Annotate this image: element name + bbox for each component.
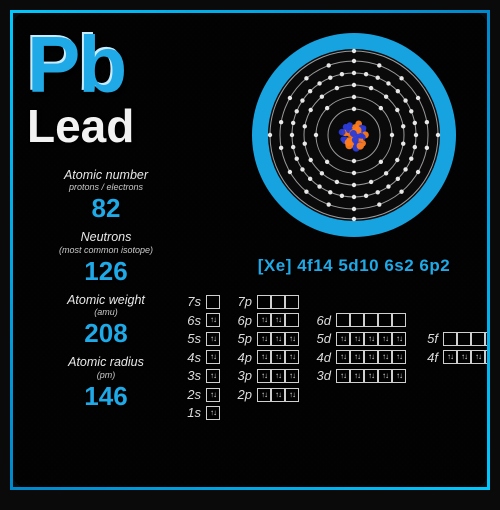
- orbital-label: 4f: [420, 349, 438, 367]
- properties-list: Atomic numberprotons / electrons82 Neutro…: [31, 168, 181, 418]
- property-sublabel: (pm): [31, 370, 181, 380]
- orbital-label: 6p: [234, 312, 252, 330]
- orbital-boxes: ↑↓: [206, 350, 220, 364]
- orbital-label: 3s: [183, 367, 201, 385]
- orbital-label: 7p: [234, 293, 252, 311]
- property-item: Atomic weight(amu)208: [31, 293, 181, 349]
- orbital-label: 2s: [183, 386, 201, 404]
- element-name: Lead: [27, 99, 237, 153]
- orbital-boxes: ↑↓: [206, 332, 220, 346]
- orbital-boxes: ↑↓: [206, 406, 220, 420]
- orbital-label: 7s: [183, 293, 201, 311]
- property-label: Atomic weight: [31, 293, 181, 307]
- orbital-boxes: ↑↓↑↓↑↓: [257, 388, 299, 402]
- orbital-boxes: ↑↓↑↓↑↓↑↓↑↓: [336, 332, 406, 346]
- atom-diagram: [244, 25, 464, 245]
- property-value: 208: [31, 318, 181, 349]
- orbital-boxes: ↑↓: [206, 369, 220, 383]
- orbital-boxes: ↑↓↑↓↑↓↑↓↑↓: [336, 369, 406, 383]
- orbital-row: 7s 7p: [183, 293, 490, 311]
- electron-configuration: [Xe] 4f14 5d10 6s2 6p2: [239, 256, 469, 276]
- orbital-boxes: [443, 332, 490, 346]
- property-item: Neutrons(most common isotope)126: [31, 230, 181, 286]
- property-label: Atomic radius: [31, 355, 181, 369]
- orbital-row: 4s ↑↓ 4p ↑↓↑↓↑↓ 4d ↑↓↑↓↑↓↑↓↑↓ 4f ↑↓↑↓↑↓↑↓↑↓↑↓↑↓: [183, 349, 490, 367]
- orbital-diagram: 7s7p6s↑↓6p↑↓↑↓6d5s↑↓5p↑↓↑↓↑↓5d↑↓↑↓↑↓↑↓↑↓…: [183, 293, 490, 423]
- orbital-boxes: [336, 313, 406, 327]
- property-item: Atomic numberprotons / electrons82: [31, 168, 181, 224]
- property-value: 146: [31, 381, 181, 412]
- orbital-row: 3s ↑↓ 3p ↑↓↑↓↑↓ 3d ↑↓↑↓↑↓↑↓↑↓: [183, 367, 490, 385]
- orbital-label: 3d: [313, 367, 331, 385]
- orbital-boxes: ↑↓↑↓↑↓: [257, 332, 299, 346]
- orbital-boxes: ↑↓↑↓↑↓↑↓↑↓↑↓↑↓: [443, 350, 490, 364]
- orbital-label: 4d: [313, 349, 331, 367]
- element-card: Pb Lead [Xe] 4f14 5d10 6s2 6p2 Atomic nu…: [10, 10, 490, 490]
- orbital-label: 5f: [420, 330, 438, 348]
- orbital-label: 6d: [313, 312, 331, 330]
- property-label: Neutrons: [31, 230, 181, 244]
- orbital-label: 4s: [183, 349, 201, 367]
- property-item: Atomic radius(pm)146: [31, 355, 181, 411]
- property-value: 82: [31, 193, 181, 224]
- orbital-boxes: ↑↓↑↓↑↓: [257, 369, 299, 383]
- orbital-row: 6s ↑↓ 6p ↑↓↑↓ 6d: [183, 312, 490, 330]
- orbital-label: 3p: [234, 367, 252, 385]
- orbital-boxes: ↑↓↑↓: [257, 313, 299, 327]
- property-value: 126: [31, 256, 181, 287]
- orbital-boxes: [206, 295, 220, 309]
- orbital-label: 5s: [183, 330, 201, 348]
- symbol-name-block: Pb Lead: [27, 27, 237, 153]
- orbital-row: 1s ↑↓: [183, 404, 490, 422]
- property-sublabel: protons / electrons: [31, 182, 181, 192]
- orbital-label: 1s: [183, 404, 201, 422]
- orbital-label: 2p: [234, 386, 252, 404]
- orbital-label: 6s: [183, 312, 201, 330]
- orbital-label: 5p: [234, 330, 252, 348]
- orbital-boxes: ↑↓: [206, 388, 220, 402]
- property-sublabel: (most common isotope): [31, 245, 181, 255]
- orbital-label: 4p: [234, 349, 252, 367]
- orbital-boxes: ↑↓↑↓↑↓↑↓↑↓: [336, 350, 406, 364]
- property-sublabel: (amu): [31, 307, 181, 317]
- orbital-boxes: [257, 295, 299, 309]
- orbital-row: 2s ↑↓ 2p ↑↓↑↓↑↓: [183, 386, 490, 404]
- orbital-label: 5d: [313, 330, 331, 348]
- orbital-boxes: ↑↓: [206, 313, 220, 327]
- orbital-row: 5s ↑↓ 5p ↑↓↑↓↑↓ 5d ↑↓↑↓↑↓↑↓↑↓ 5f: [183, 330, 490, 348]
- element-symbol: Pb: [27, 27, 237, 103]
- orbital-boxes: ↑↓↑↓↑↓: [257, 350, 299, 364]
- atom-diagram-block: [Xe] 4f14 5d10 6s2 6p2: [239, 25, 469, 276]
- property-label: Atomic number: [31, 168, 181, 182]
